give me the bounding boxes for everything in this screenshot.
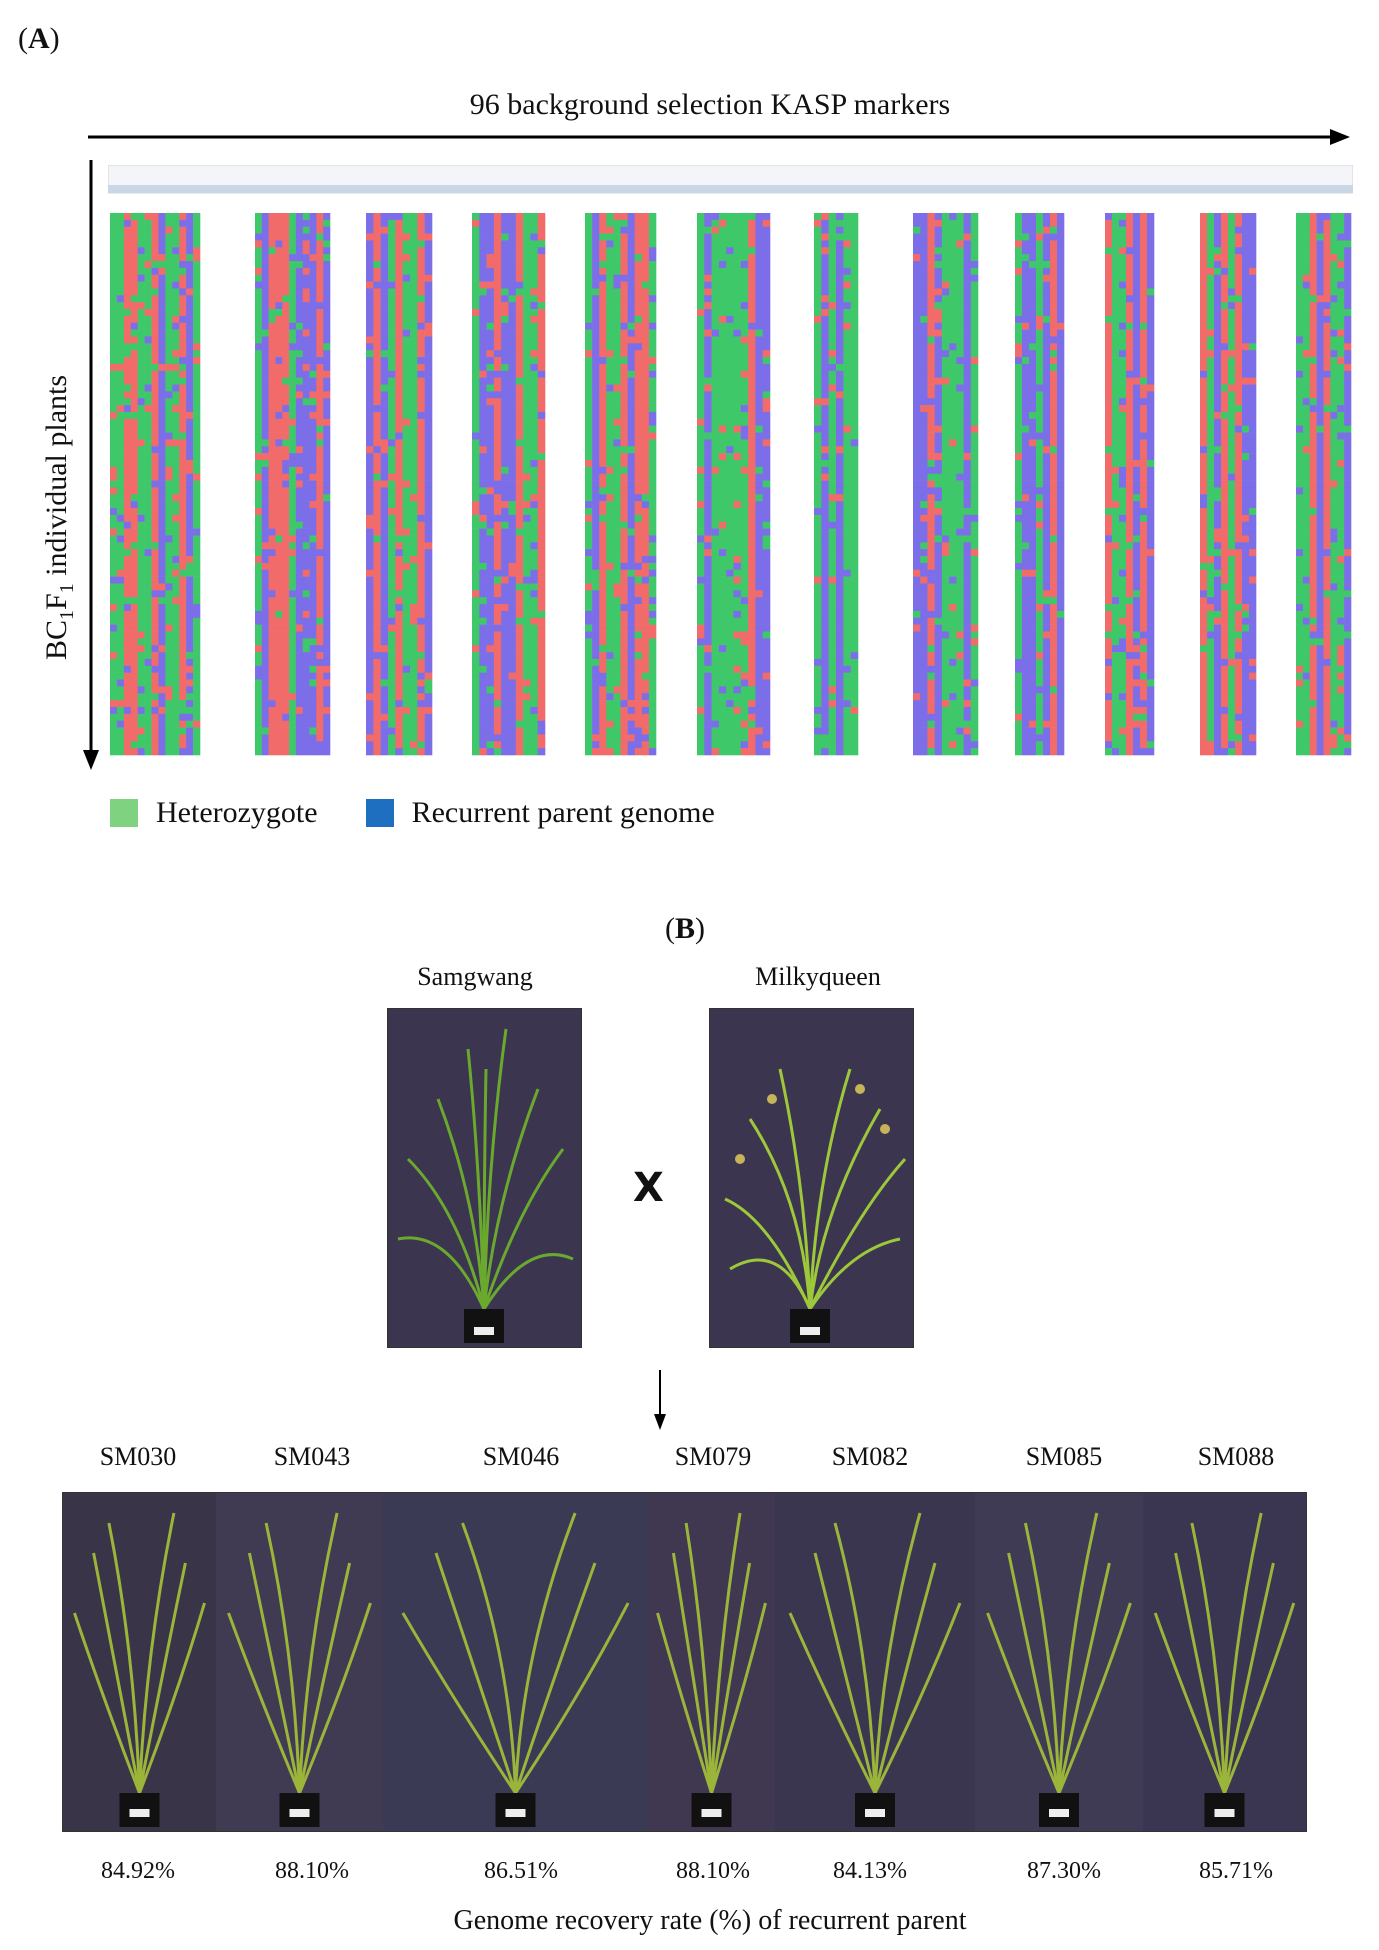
parent-label-samgwang: Samgwang	[417, 962, 533, 991]
parent-photo-samgwang	[387, 1008, 582, 1348]
offspring-rate-6: 85.71%	[1199, 1858, 1273, 1884]
legend-label-recurrent: Recurrent parent genome	[411, 796, 715, 829]
marker-axis-title: 96 background selection KASP markers	[469, 88, 951, 121]
plant-6	[1153, 1512, 1296, 1794]
marker-block-0	[110, 213, 201, 756]
offspring-arrow	[654, 1370, 666, 1430]
parent-photo-milkyqueen	[709, 1008, 914, 1348]
offspring-label-2: SM046	[482, 1442, 560, 1471]
recovery-caption: Genome recovery rate (%) of recurrent pa…	[453, 1905, 967, 1936]
offspring-rate-4: 84.13%	[833, 1858, 907, 1884]
offspring-rate-0: 84.92%	[101, 1858, 175, 1884]
parent-label-milkyqueen: Milkyqueen	[755, 962, 881, 991]
panel-b-label: (B)	[665, 912, 706, 945]
marker-block-3	[472, 213, 546, 756]
plant-0	[73, 1512, 206, 1794]
heatmap-header-bar	[108, 185, 1353, 193]
pot-tag-6	[1214, 1809, 1235, 1817]
plant-illustration	[710, 1009, 913, 1347]
offspring-rate-3: 88.10%	[676, 1858, 750, 1884]
plant-4	[788, 1512, 962, 1794]
marker-block-5	[697, 213, 771, 756]
genotype-heatmap	[108, 165, 1353, 756]
offspring-rate-5: 87.30%	[1027, 1858, 1101, 1884]
offspring-label-1: SM043	[273, 1442, 351, 1471]
legend-label-heterozygote: Heterozygote	[156, 796, 318, 829]
pot-tag-0	[129, 1809, 150, 1817]
offspring-label-3: SM079	[674, 1442, 752, 1471]
marker-block-8	[1015, 213, 1065, 756]
plant-axis-title: BC1F1 individual plants	[40, 374, 78, 660]
legend-swatch-heterozygote	[110, 799, 138, 827]
marker-block-7	[913, 213, 979, 756]
panel-a-label: (A)	[18, 22, 60, 55]
offspring-label-6: SM088	[1197, 1442, 1275, 1471]
marker-block-2	[366, 213, 433, 756]
plant-1	[227, 1512, 372, 1794]
marker-block-6	[814, 213, 859, 756]
marker-block-1	[255, 213, 331, 756]
offspring-label-0: SM030	[99, 1442, 177, 1471]
plant-3	[656, 1512, 767, 1794]
marker-block-10	[1200, 213, 1257, 756]
pot-tag-2	[505, 1809, 526, 1817]
offspring-label-4: SM082	[831, 1442, 909, 1471]
offspring-label-5: SM085	[1025, 1442, 1103, 1471]
offspring-illustrations	[63, 1493, 1306, 1831]
marker-axis-arrow	[88, 129, 1350, 145]
offspring-rate-1: 88.10%	[275, 1858, 349, 1884]
offspring-rate-2: 86.51%	[484, 1858, 558, 1884]
offspring-photo-strip	[62, 1492, 1307, 1832]
legend: Heterozygote Recurrent parent genome	[110, 796, 715, 830]
pot-tag-3	[701, 1809, 722, 1817]
plant-axis-arrow	[83, 160, 99, 770]
pot-tag-4	[865, 1809, 885, 1817]
pot-tag-5	[1049, 1809, 1069, 1817]
marker-block-11	[1296, 213, 1352, 756]
plant-illustration	[388, 1009, 581, 1347]
pot-tag-1	[289, 1809, 310, 1817]
marker-block-4	[585, 213, 657, 756]
plant-2	[401, 1512, 630, 1794]
cross-symbol: X	[633, 1165, 664, 1211]
plant-5	[986, 1512, 1132, 1794]
legend-swatch-recurrent	[365, 799, 394, 827]
marker-block-9	[1105, 213, 1155, 756]
